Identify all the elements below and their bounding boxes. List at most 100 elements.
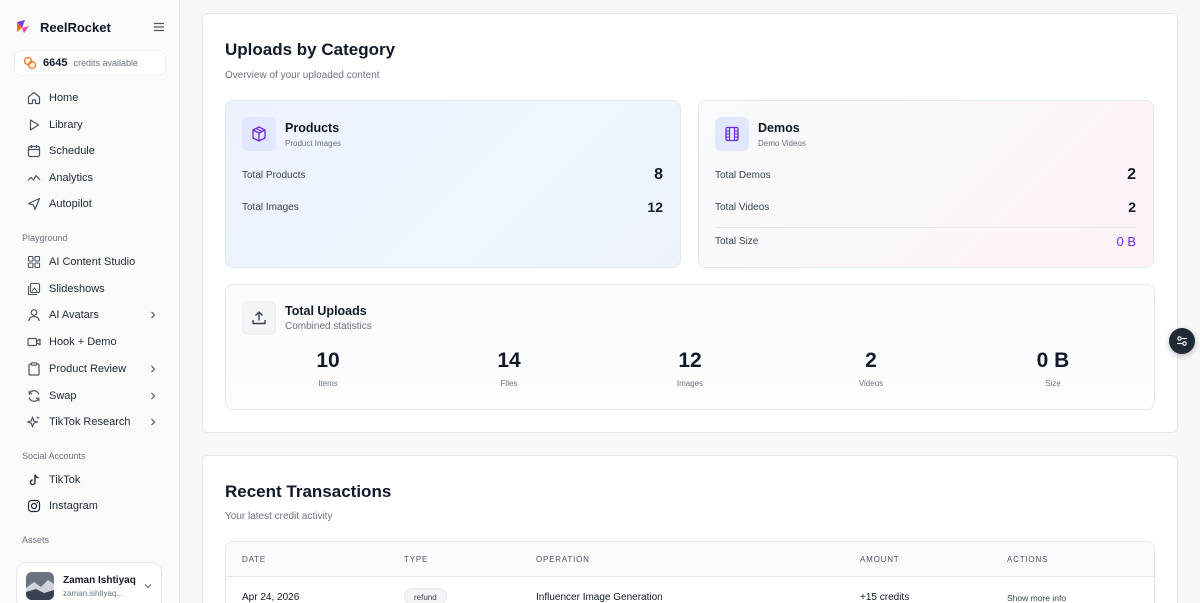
transactions-subtitle: Your latest credit activity (225, 511, 333, 522)
demos-title: Demos (758, 121, 800, 135)
metric-value: 10 (316, 349, 340, 372)
metric-size: 0 B Size (993, 349, 1113, 388)
nav-item-instagram[interactable]: Instagram (18, 494, 164, 518)
stat-label: Total Images (242, 202, 299, 213)
chevron-right-icon (151, 365, 156, 373)
tx-type-badge: refund (404, 588, 447, 603)
chevron-right-icon (151, 418, 156, 426)
metric-label: Images (676, 379, 704, 388)
metric-files: 14 Files (449, 349, 569, 388)
send-icon (27, 197, 41, 211)
metric-images: 12 Images (630, 349, 750, 388)
column-header-actions: ACTIONS (1007, 555, 1049, 564)
metric-value: 0 B (1036, 349, 1070, 372)
nav-label: TikTok (49, 474, 81, 486)
menu-icon[interactable] (152, 20, 166, 34)
nav-label: Home (49, 92, 79, 104)
divider (715, 227, 1137, 228)
total-title: Total Uploads (285, 304, 367, 318)
demos-card[interactable]: Demos Demo Videos Total Demos 2 Total Vi… (698, 100, 1154, 268)
page-title: Uploads by Category (225, 40, 396, 59)
nav-item-ai-content-studio[interactable]: AI Content Studio (18, 250, 164, 274)
nav-item-tiktok[interactable]: TikTok (18, 468, 164, 492)
metric-value: 14 (497, 349, 521, 372)
stat-label: Total Products (242, 170, 306, 181)
transactions-title: Recent Transactions (225, 482, 392, 501)
metric-value: 2 (865, 349, 877, 372)
floating-settings-button[interactable] (1169, 328, 1195, 354)
nav-item-autopilot[interactable]: Autopilot (18, 192, 164, 216)
tx-amount: +15 credits (860, 592, 910, 603)
metric-label: Videos (858, 379, 884, 388)
calendar-icon (27, 145, 41, 158)
chevron-right-icon (151, 311, 156, 319)
nav-item-product-review[interactable]: Product Review (18, 357, 164, 381)
column-header-date[interactable]: DATE (242, 555, 266, 564)
page-subtitle: Overview of your uploaded content (225, 70, 380, 81)
instagram-icon (27, 499, 41, 513)
nav-item-slideshows[interactable]: Slideshows (18, 277, 164, 301)
nav-label: Schedule (49, 145, 95, 157)
credits-amount: 6645 (43, 57, 68, 69)
play-icon (29, 119, 40, 131)
user-name: Zaman Ishtiyaq (63, 575, 136, 586)
metric-items: 10 Items (268, 349, 388, 388)
demos-subtitle: Demo Videos (758, 139, 806, 148)
show-more-info-link[interactable]: Show more info (1007, 593, 1067, 603)
demos-icon-box (715, 117, 749, 151)
table-header: DATE TYPE OPERATION AMOUNT ACTIONS (226, 542, 1154, 577)
chevron-down-icon (144, 584, 152, 589)
nav-label: Slideshows (49, 283, 105, 295)
nav-item-analytics[interactable]: Analytics (18, 166, 164, 190)
avatar (26, 572, 54, 600)
column-header-amount[interactable]: AMOUNT (860, 555, 900, 564)
metric-videos: 2 Videos (811, 349, 931, 388)
trend-icon (27, 174, 41, 181)
clipboard-icon (28, 362, 40, 376)
home-icon (27, 91, 41, 105)
brand: ReelRocket (16, 16, 166, 38)
stat-value: 2 (1127, 166, 1136, 183)
stat-value: 12 (647, 199, 663, 215)
reelrocket-logo-icon (17, 20, 29, 33)
nav-label: Analytics (49, 172, 94, 184)
brand-name: ReelRocket (40, 19, 111, 35)
video-icon (27, 337, 41, 347)
avatar-image (26, 572, 54, 600)
nav-label: Library (49, 119, 83, 131)
stat-label: Total Demos (715, 170, 771, 181)
nav-item-schedule[interactable]: Schedule (18, 139, 164, 163)
nav-label: Instagram (49, 500, 98, 512)
products-card[interactable]: Products Product Images Total Products 8… (225, 100, 681, 268)
upload-icon (252, 311, 266, 325)
products-icon-box (242, 117, 276, 151)
nav-item-swap[interactable]: Swap (18, 384, 164, 408)
section-label-playground: Playground (22, 233, 68, 243)
nav-label: AI Content Studio (49, 256, 136, 268)
column-header-type[interactable]: TYPE (404, 555, 429, 564)
uploads-panel: Uploads by Category Overview of your upl… (202, 13, 1178, 433)
stat-value: 0 B (1116, 234, 1136, 249)
nav-label: AI Avatars (49, 309, 99, 321)
nav-item-hook-demo[interactable]: Hook + Demo (18, 330, 164, 354)
section-label-social: Social Accounts (22, 451, 86, 461)
stat-label: Total Size (715, 236, 759, 247)
metric-label: Files (500, 379, 518, 388)
nav-label: Hook + Demo (49, 336, 117, 348)
user-icon (28, 309, 40, 322)
nav-item-tiktok-research[interactable]: TikTok Research (18, 410, 164, 434)
stat-value: 2 (1128, 199, 1136, 215)
package-icon (252, 126, 266, 142)
nav-item-home[interactable]: Home (18, 86, 164, 110)
images-icon (27, 282, 41, 296)
transactions-panel: Recent Transactions Your latest credit a… (202, 455, 1178, 603)
column-header-operation[interactable]: OPERATION (536, 555, 590, 564)
user-menu[interactable]: Zaman Ishtiyaq zaman.ishtiyaq... (16, 562, 162, 603)
tx-date: Apr 24, 2026 (242, 592, 300, 603)
chevron-right-icon (151, 392, 156, 400)
nav-item-library[interactable]: Library (18, 113, 164, 137)
metric-label: Items (318, 379, 338, 388)
credits-badge[interactable]: 6645 credits available (14, 50, 166, 76)
nav-item-ai-avatars[interactable]: AI Avatars (18, 303, 164, 327)
tx-operation: Influencer Image Generation (536, 592, 663, 603)
